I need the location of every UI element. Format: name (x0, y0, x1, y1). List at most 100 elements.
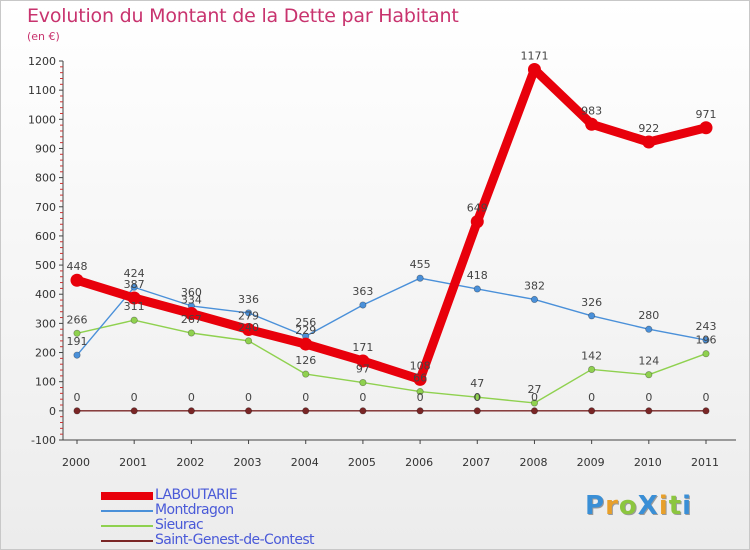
data-point (130, 283, 138, 291)
data-point (473, 285, 481, 293)
data-point (187, 407, 195, 415)
data-label: 418 (467, 269, 488, 282)
data-point (416, 274, 424, 282)
data-point (244, 309, 253, 317)
y-tick-label: 900 (35, 142, 56, 155)
data-point (588, 407, 596, 415)
data-point (585, 117, 599, 131)
data-point (702, 350, 710, 358)
x-tick-label: 2007 (462, 456, 490, 469)
data-point (645, 325, 653, 333)
data-label: 266 (67, 313, 88, 326)
data-label: 0 (302, 391, 309, 404)
data-point (302, 407, 310, 415)
data-point (244, 337, 253, 345)
data-point (127, 291, 141, 305)
axes: -100010020030040050060070080090010001100… (28, 55, 736, 469)
x-tick-label: 2005 (348, 456, 376, 469)
data-label: 124 (638, 355, 659, 368)
data-label: 27 (527, 383, 541, 396)
data-label: 108 (410, 359, 431, 372)
data-point (184, 306, 198, 320)
data-label: 382 (524, 279, 545, 292)
data-label: 922 (638, 122, 659, 135)
data-point (473, 393, 481, 401)
x-tick-label: 2010 (634, 456, 662, 469)
legend-label: Montdragon (155, 502, 234, 518)
data-label: 47 (470, 377, 484, 390)
y-tick-label: 700 (35, 201, 56, 214)
legend-swatch (101, 525, 153, 527)
data-label: 0 (188, 391, 195, 404)
data-label: 448 (67, 260, 88, 273)
chart-title: Evolution du Montant de la Dette par Hab… (27, 5, 459, 27)
x-tick-label: 2002 (176, 456, 204, 469)
data-point (356, 354, 370, 368)
data-point (645, 371, 653, 379)
data-label: 360 (181, 286, 202, 299)
data-point (299, 337, 313, 351)
data-point (70, 273, 84, 287)
series-line-sieurac (76, 319, 707, 404)
legend-swatch (101, 540, 153, 542)
x-tick-label: 2001 (119, 456, 147, 469)
data-label: 97 (356, 363, 370, 376)
data-point (73, 407, 81, 415)
y-tick-label: 500 (35, 259, 56, 272)
x-tick-label: 2003 (234, 456, 262, 469)
data-point (588, 312, 596, 320)
x-tick-label: 2004 (291, 456, 319, 469)
y-tick-label: -100 (31, 434, 56, 447)
data-point (359, 301, 367, 309)
data-point (416, 388, 424, 396)
data-point (242, 323, 256, 337)
data-label: 0 (474, 391, 481, 404)
data-label: 229 (295, 324, 316, 337)
proxiti-logo: ProXiti (585, 491, 693, 521)
data-label: 983 (581, 104, 602, 117)
data-label: 142 (581, 349, 602, 362)
data-point (588, 365, 596, 373)
series-layer (70, 62, 713, 415)
data-label: 0 (703, 391, 710, 404)
y-tick-label: 800 (35, 172, 56, 185)
y-tick-label: 200 (35, 347, 56, 360)
data-label: 0 (531, 391, 538, 404)
data-point (702, 336, 710, 344)
y-tick-label: 1000 (28, 113, 56, 126)
x-tick-label: 2009 (577, 456, 605, 469)
data-label: 424 (124, 267, 145, 280)
data-label: 311 (124, 300, 145, 313)
data-label: 196 (696, 334, 717, 347)
data-point (413, 372, 427, 386)
data-point (130, 407, 138, 415)
y-tick-label: 1200 (28, 55, 56, 68)
data-point (473, 407, 481, 415)
data-point (187, 329, 195, 337)
legend-swatch (101, 492, 153, 500)
data-label: 363 (352, 285, 373, 298)
y-tick-label: 0 (49, 405, 56, 418)
series-line-laboutarie (72, 64, 711, 384)
data-label: 126 (295, 354, 316, 367)
data-label: 971 (696, 108, 717, 121)
data-point (130, 316, 138, 324)
data-point (244, 407, 253, 415)
data-point (73, 329, 81, 337)
data-point (702, 407, 710, 415)
data-label: 387 (124, 278, 145, 291)
data-label: 649 (467, 202, 488, 215)
data-label: 280 (638, 309, 659, 322)
data-point (530, 295, 539, 304)
legend-label: LABOUTARIE (155, 487, 238, 503)
x-tick-label: 2011 (691, 456, 719, 469)
data-label: 0 (359, 391, 366, 404)
data-point (73, 351, 81, 359)
data-label: 240 (238, 321, 259, 334)
y-tick-label: 1100 (28, 84, 56, 97)
data-label: 66 (413, 372, 427, 385)
data-point (530, 407, 539, 415)
data-label: 0 (245, 391, 252, 404)
x-tick-label: 2000 (62, 456, 90, 469)
